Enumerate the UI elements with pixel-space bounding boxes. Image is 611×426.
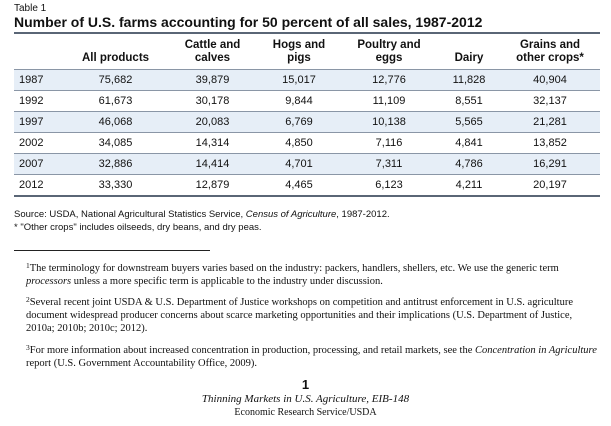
value-cell: 11,109 bbox=[340, 89, 438, 111]
value-cell: 16,291 bbox=[500, 152, 600, 174]
value-cell: 4,786 bbox=[438, 152, 500, 174]
value-cell: 11,828 bbox=[438, 68, 500, 90]
table-label: Table 1 bbox=[14, 3, 47, 14]
value-cell: 40,904 bbox=[500, 68, 600, 90]
table-row: 1997 46,068 20,083 6,769 10,138 5,565 21,281 bbox=[14, 110, 600, 132]
column-header: Hogs and pigs bbox=[272, 38, 326, 64]
value-cell: 15,017 bbox=[258, 68, 340, 90]
footnote-number: 1 bbox=[26, 261, 30, 270]
page-number: 1 bbox=[301, 377, 310, 392]
value-cell: 4,701 bbox=[258, 152, 340, 174]
value-cell: 9,844 bbox=[258, 89, 340, 111]
value-cell: 4,841 bbox=[438, 131, 500, 153]
value-cell: 39,879 bbox=[167, 68, 258, 90]
value-cell: 20,083 bbox=[167, 110, 258, 132]
value-cell: 13,852 bbox=[500, 131, 600, 153]
footnote-3: 3For more information about increased co… bbox=[26, 343, 597, 369]
publisher: Economic Research Service/USDA bbox=[234, 407, 377, 418]
value-cell: 12,776 bbox=[340, 68, 438, 90]
value-cell: 4,850 bbox=[258, 131, 340, 153]
value-cell: 21,281 bbox=[500, 110, 600, 132]
other-crops-note: * "Other crops" includes oilseeds, dry b… bbox=[14, 222, 262, 233]
header-year bbox=[14, 33, 64, 69]
table-row: 2012 33,330 12,879 4,465 6,123 4,211 20,197 bbox=[14, 173, 600, 197]
table-title: Number of U.S. farms accounting for 50 p… bbox=[14, 14, 483, 30]
column-header: Cattle and calves bbox=[184, 38, 241, 64]
footnote-number: 3 bbox=[26, 343, 30, 352]
table-row: 1992 61,673 30,178 9,844 11,109 8,551 32,137 bbox=[14, 89, 600, 111]
value-cell: 75,682 bbox=[64, 68, 167, 90]
value-cell: 14,314 bbox=[167, 131, 258, 153]
table-row: 1987 75,682 39,879 15,017 12,776 11,828 40,904 bbox=[14, 68, 600, 90]
year-cell: 1987 bbox=[14, 68, 64, 90]
table-header-row: All products Cattle and calves Hogs and pigs… bbox=[14, 33, 600, 69]
column-header: Poultry and eggs bbox=[357, 38, 421, 64]
value-cell: 34,085 bbox=[64, 131, 167, 153]
footnote-1: 1The terminology for downstream buyers v… bbox=[26, 261, 559, 287]
table-row: 2002 34,085 14,314 4,850 7,116 4,841 13,852 bbox=[14, 131, 600, 153]
column-header: Grains and other crops* bbox=[516, 38, 584, 64]
footnote-divider bbox=[14, 250, 210, 251]
value-cell: 6,123 bbox=[340, 173, 438, 197]
value-cell: 6,769 bbox=[258, 110, 340, 132]
value-cell: 61,673 bbox=[64, 89, 167, 111]
value-cell: 30,178 bbox=[167, 89, 258, 111]
year-cell: 1997 bbox=[14, 110, 64, 132]
year-cell: 1992 bbox=[14, 89, 64, 111]
value-cell: 7,116 bbox=[340, 131, 438, 153]
footnote-2: 2Several recent joint USDA & U.S. Depart… bbox=[26, 295, 574, 334]
publication-title: Thinning Markets in U.S. Agriculture, EI… bbox=[201, 393, 410, 405]
column-header: All products bbox=[81, 51, 150, 64]
column-header: Dairy bbox=[454, 51, 484, 64]
table-row: 2007 32,886 14,414 4,701 7,311 4,786 16,291 bbox=[14, 152, 600, 174]
value-cell: 20,197 bbox=[500, 173, 600, 197]
value-cell: 4,465 bbox=[258, 173, 340, 197]
year-cell: 2012 bbox=[14, 173, 64, 197]
value-cell: 7,311 bbox=[340, 152, 438, 174]
value-cell: 12,879 bbox=[167, 173, 258, 197]
value-cell: 10,138 bbox=[340, 110, 438, 132]
farms-table: All products Cattle and calves Hogs and pigs… bbox=[14, 32, 600, 197]
value-cell: 32,137 bbox=[500, 89, 600, 111]
source-note: Source: USDA, National Agricultural Stat… bbox=[14, 209, 390, 220]
value-cell: 32,886 bbox=[64, 152, 167, 174]
value-cell: 14,414 bbox=[167, 152, 258, 174]
table-body: 1987 75,682 39,879 15,017 12,776 11,828 40,904… bbox=[14, 68, 600, 197]
value-cell: 33,330 bbox=[64, 173, 167, 197]
year-cell: 2007 bbox=[14, 152, 64, 174]
value-cell: 4,211 bbox=[438, 173, 500, 197]
value-cell: 8,551 bbox=[438, 89, 500, 111]
footnote-number: 2 bbox=[26, 295, 30, 304]
year-cell: 2002 bbox=[14, 131, 64, 153]
value-cell: 46,068 bbox=[64, 110, 167, 132]
value-cell: 5,565 bbox=[438, 110, 500, 132]
